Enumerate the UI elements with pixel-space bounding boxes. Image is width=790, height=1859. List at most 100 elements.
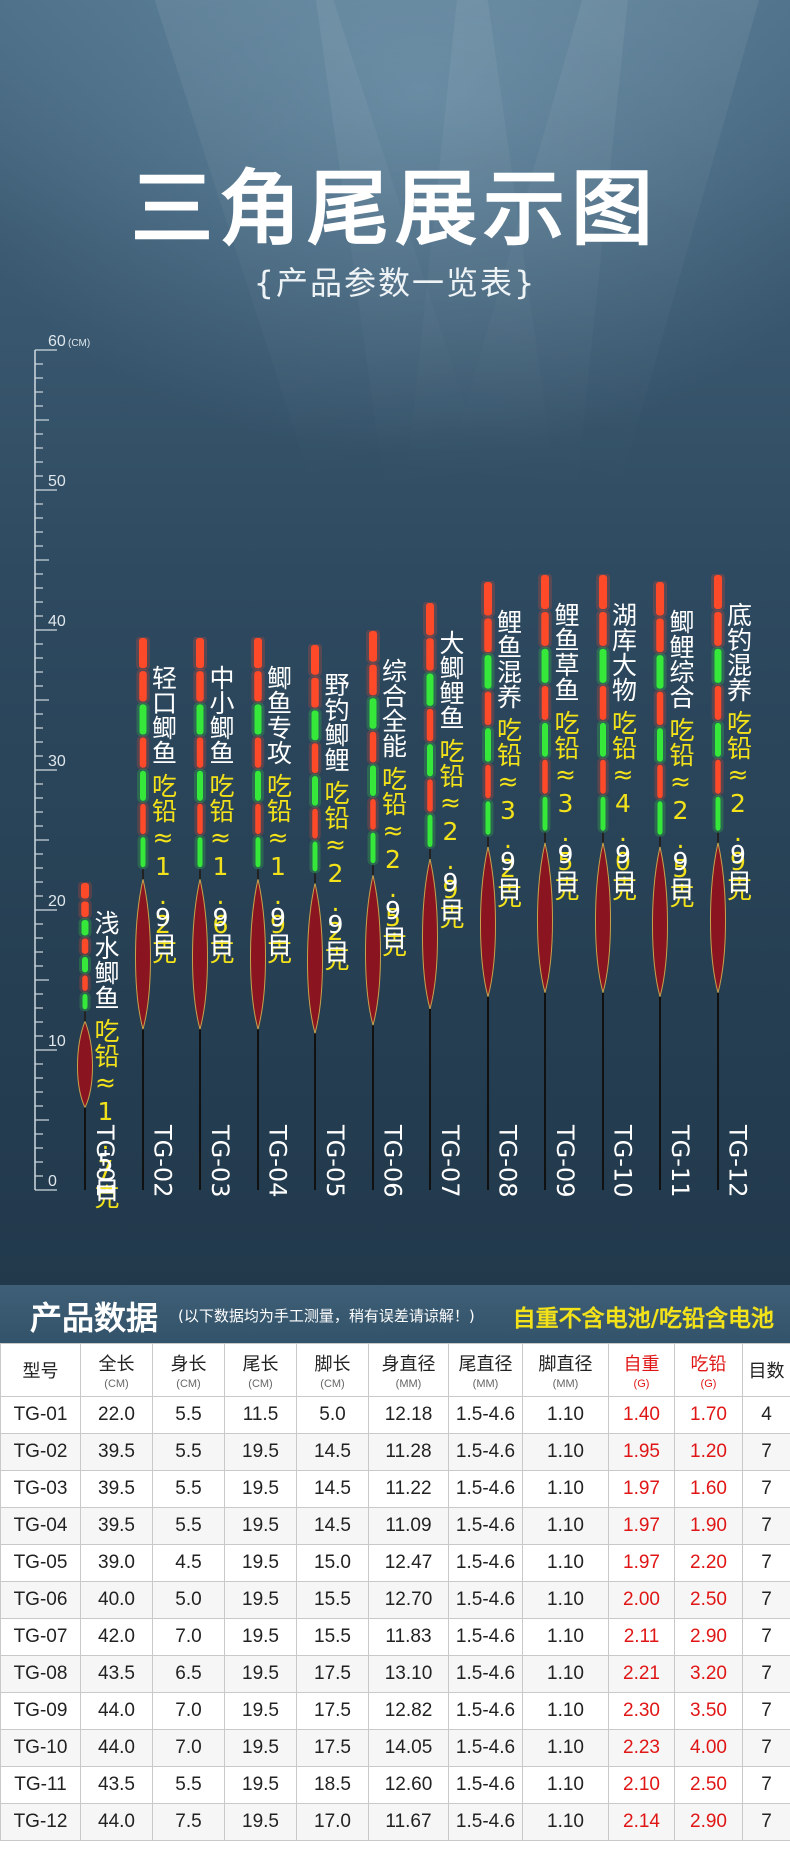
table-cell: TG-10 xyxy=(0,1729,81,1767)
float-model: TG-12 xyxy=(723,1125,752,1198)
float-lead-weight: 吃铅≈3.2克 xyxy=(493,717,523,908)
tail-segment xyxy=(139,803,146,835)
table-row: TG-11 43.5 5.5 19.5 18.5 12.60 1.5-4.6 1.10 2.10… xyxy=(0,1766,790,1804)
table-cell: 2.90 xyxy=(674,1618,743,1656)
float-lead-weight: 吃铅≈4.0克 xyxy=(608,710,638,901)
column-header: 尾长 (CM) xyxy=(224,1343,297,1397)
column-header-label: 尾直径 xyxy=(458,1354,513,1374)
table-cell: 2.90 xyxy=(674,1803,743,1841)
table-cell: 7 xyxy=(742,1433,790,1471)
table-cell: 44.0 xyxy=(80,1729,153,1767)
column-header-label: 吃铅 xyxy=(690,1354,727,1374)
tail-segment xyxy=(82,993,88,1010)
table-cell: 12.82 xyxy=(368,1692,449,1730)
table-cell: 14.5 xyxy=(296,1433,369,1471)
product-data-highlight: 自重不含电池/吃铅含电池 xyxy=(512,1306,774,1332)
table-cell: 1.5-4.6 xyxy=(448,1396,523,1434)
table-cell: TG-01 xyxy=(0,1396,81,1434)
table-cell: 7.0 xyxy=(152,1692,225,1730)
table-cell: 1.5-4.6 xyxy=(448,1581,523,1619)
table-cell: 7 xyxy=(742,1581,790,1619)
table-cell: TG-07 xyxy=(0,1618,81,1656)
float-mesh: 5目 xyxy=(91,1148,120,1202)
float-mesh: 9目 xyxy=(263,903,293,957)
product-data-panel: 产品数据 (以下数据均为手工测量，稍有误差请谅解！) 自重不含电池/吃铅含电池 … xyxy=(0,1285,790,1859)
tail-segment xyxy=(599,685,606,720)
float-item: 底钓混养 吃铅≈2.9克 9目 TG-12 xyxy=(688,0,753,1285)
float-name: 鲫鲤综合 xyxy=(666,609,695,709)
float-lead-weight: 吃铅≈2.5克 xyxy=(666,717,695,908)
table-cell: 18.5 xyxy=(296,1766,369,1804)
column-header: 吃铅 (G) xyxy=(674,1343,743,1397)
tail-segment xyxy=(196,737,204,768)
table-cell: 1.5-4.6 xyxy=(448,1655,523,1693)
table-row: TG-01 22.0 5.5 11.5 5.0 12.18 1.5-4.6 1.10 1.40 1… xyxy=(0,1396,790,1434)
tail-segment xyxy=(484,655,491,689)
table-cell: 1.10 xyxy=(522,1507,609,1545)
column-header-label: 全长 xyxy=(98,1354,135,1374)
table-cell: 1.5-4.6 xyxy=(448,1729,523,1767)
table-cell: 39.5 xyxy=(80,1470,153,1508)
table-cell: 1.95 xyxy=(608,1433,675,1471)
tail-segment xyxy=(714,648,721,683)
table-cell: 2.20 xyxy=(674,1544,743,1582)
ruler-label: 10 xyxy=(48,1033,66,1050)
tail-segment xyxy=(427,744,433,777)
float-mesh: 9目 xyxy=(551,840,580,894)
table-row: TG-08 43.5 6.5 19.5 17.5 13.10 1.5-4.6 1.10 2.21… xyxy=(0,1655,790,1693)
table-cell: 1.10 xyxy=(522,1803,609,1841)
float-name: 大鲫鲤鱼 xyxy=(436,630,465,730)
column-header: 自重 (G) xyxy=(608,1343,675,1397)
tail-segment xyxy=(369,799,376,830)
table-cell: 39.5 xyxy=(80,1433,153,1471)
table-cell: 4.00 xyxy=(674,1729,743,1767)
float-mesh: 9目 xyxy=(378,896,408,950)
table-cell: 17.5 xyxy=(296,1692,369,1730)
column-header: 尾直径 (MM) xyxy=(448,1343,523,1397)
table-cell: 7.0 xyxy=(152,1729,225,1767)
float-graphic xyxy=(77,882,93,1190)
table-cell: 19.5 xyxy=(224,1470,297,1508)
table-cell: 44.0 xyxy=(80,1692,153,1730)
tail-segment xyxy=(311,645,319,675)
table-cell: 1.10 xyxy=(522,1655,609,1693)
table-cell: 7 xyxy=(742,1729,790,1767)
table-cell: 6.5 xyxy=(152,1655,225,1693)
tail-segment xyxy=(311,710,319,741)
tail-segment xyxy=(140,837,145,868)
float-lead-weight: 吃铅≈1.2克 xyxy=(148,773,178,964)
table-cell: 15.5 xyxy=(296,1618,369,1656)
float-lead-weight: 吃铅≈2.9克 xyxy=(723,710,753,901)
tail-segment xyxy=(656,691,664,726)
float-item: 鲫鱼专攻 吃铅≈1.9克 9目 TG-04 xyxy=(228,0,293,1285)
float-item: 中小鲫鱼 吃铅≈1.6克 9目 TG-03 xyxy=(170,0,235,1285)
table-cell: 19.5 xyxy=(224,1507,297,1545)
table-cell: 1.97 xyxy=(608,1544,675,1582)
table-cell: 12.70 xyxy=(368,1581,449,1619)
float-item: 湖库大物 吃铅≈4.0克 9目 TG-10 xyxy=(573,0,638,1285)
table-row: TG-04 39.5 5.5 19.5 14.5 11.09 1.5-4.6 1.10 1.97… xyxy=(0,1507,790,1545)
tail-segment xyxy=(600,796,605,831)
float-mesh: 9目 xyxy=(608,840,638,894)
table-cell: TG-11 xyxy=(0,1766,81,1804)
table-cell: 1.5-4.6 xyxy=(448,1692,523,1730)
tail-segment xyxy=(426,603,434,636)
table-cell: TG-04 xyxy=(0,1507,81,1545)
tail-segment xyxy=(369,765,376,796)
float-model: TG-02 xyxy=(148,1125,177,1198)
float-item: 野钓鲫鲤 吃铅≈2.2克 9目 TG-05 xyxy=(285,0,350,1285)
table-cell: 11.28 xyxy=(368,1433,449,1471)
table-cell: 7.5 xyxy=(152,1803,225,1841)
column-header-label: 目数 xyxy=(748,1361,785,1381)
table-cell: 19.5 xyxy=(224,1581,297,1619)
float-body xyxy=(249,879,266,1032)
tail-segment xyxy=(426,708,434,742)
tail-segment xyxy=(657,764,663,799)
float-name: 湖库大物 xyxy=(608,602,638,702)
column-header: 身直径 (MM) xyxy=(368,1343,449,1397)
float-model: TG-03 xyxy=(206,1125,234,1198)
float-lead-weight: 吃铅≈1.6克 xyxy=(206,773,235,964)
tail-segment xyxy=(312,808,318,839)
tail-segment xyxy=(715,796,720,831)
